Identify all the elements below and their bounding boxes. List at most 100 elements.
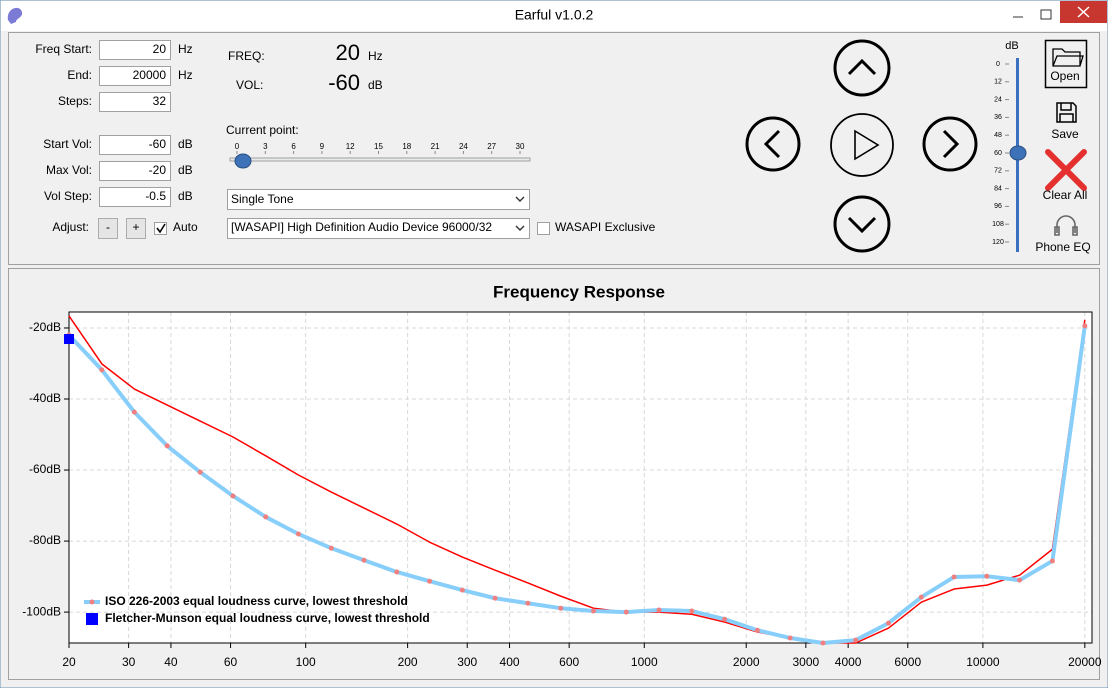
volume-slider-label: dB [1005,40,1018,52]
data-point [853,637,859,643]
up-button[interactable] [833,39,891,97]
device-select[interactable] [227,218,530,239]
plus-label: + [132,220,139,234]
slider-tick-label: 3 [263,142,268,151]
data-point [754,627,760,633]
text-input[interactable] [99,66,171,86]
x-tick-label: 20000 [1068,655,1102,669]
plot-area [69,312,1092,643]
play-button[interactable] [830,113,894,177]
data-point [131,409,137,415]
text-input[interactable] [99,135,171,155]
data-point [689,608,695,614]
arrow-icon [847,58,877,76]
slider-tick-label: 12 [346,142,355,151]
right-button[interactable] [922,116,978,172]
x-tick-label: 3000 [792,655,819,669]
adjust-label: Adjust: [52,220,89,234]
auto-label: Auto [173,220,198,234]
volume-tick-label: 48 [994,132,1002,139]
minus-label: - [106,220,110,234]
data-point [722,616,728,622]
field-value: -0.5 [145,189,166,203]
data-point [787,635,793,641]
x-tick-label: 4000 [835,655,862,669]
mode-select[interactable] [227,189,530,210]
check-mark [156,223,166,234]
volume-tick-label: 72 [994,168,1002,175]
dropdown-arrow [515,225,525,231]
folder-icon [1052,48,1084,67]
field-label: Vol Step: [44,189,92,203]
vol-value: -60 [328,70,360,95]
close-icon [1077,6,1090,18]
data-point [295,531,301,537]
x-tick-label: 400 [500,655,520,669]
play-icon [854,129,880,161]
slider-tick-label: 18 [402,142,411,151]
data-point [328,545,334,551]
x-tick-label: 6000 [894,655,921,669]
data-point [1049,558,1055,564]
field-label: Steps: [58,94,92,108]
field-value: 32 [153,94,167,108]
data-point [656,607,662,613]
x-tick-label: 60 [224,655,238,669]
chart-title: Frequency Response [493,282,665,301]
field-value: 20 [153,42,167,56]
minus-button[interactable] [98,218,118,239]
y-tick-label: -80dB [29,533,61,547]
volume-tick-label: 108 [992,221,1004,228]
data-point [164,443,170,449]
save-icon[interactable] [1056,102,1077,123]
x-tick-label: 600 [559,655,579,669]
maximize-button[interactable] [1040,9,1052,20]
y-tick-label: -60dB [29,462,61,476]
dropdown-arrow [515,196,525,202]
data-point [197,469,203,475]
text-input[interactable] [99,161,171,181]
wasapi-checkbox[interactable] [537,222,550,235]
text-input[interactable] [99,92,171,112]
device-select-text: [WASAPI] High Definition Audio Device 96… [231,220,492,234]
vol-label: VOL: [236,78,263,92]
data-point [951,574,957,580]
slider-tick-label: 0 [235,142,240,151]
legend-marker [89,599,95,605]
field-unit: Hz [178,68,193,82]
left-button[interactable] [745,116,801,172]
text-input[interactable] [99,40,171,60]
slider-tick-label: 9 [320,142,325,151]
down-button[interactable] [833,195,891,253]
data-point [623,609,629,615]
slider-tick-label: 21 [431,142,440,151]
headphones-icon[interactable] [1054,215,1078,236]
plus-button[interactable] [126,218,146,239]
slider-tick-label: 24 [459,142,468,151]
volume-thumb[interactable] [1009,145,1027,161]
field-unit: dB [178,163,193,177]
data-point [1017,577,1023,583]
field-label: Freq Start: [35,42,92,56]
save-label: Save [1051,127,1079,141]
text-input[interactable] [99,187,171,207]
title-bar [1,1,1107,31]
x-tick-label: 1000 [631,655,658,669]
vol-unit: dB [368,78,383,92]
field-unit: Hz [178,42,193,56]
slider-thumb[interactable] [234,153,252,169]
field-label: End: [67,68,92,82]
arrow-icon [942,129,960,159]
data-point [99,367,105,373]
clear-icon[interactable] [1045,149,1087,191]
legend-label: Fletcher-Munson equal loudness curve, lo… [105,611,430,625]
open-label: Open [1050,69,1079,83]
field-label: Max Vol: [46,163,92,177]
x-tick-label: 30 [122,655,136,669]
clear-all-label: Clear All [1043,188,1088,202]
x-tick-label: 2000 [733,655,760,669]
data-point [459,587,465,593]
wasapi-label: WASAPI Exclusive [555,220,656,234]
data-point [984,573,990,579]
